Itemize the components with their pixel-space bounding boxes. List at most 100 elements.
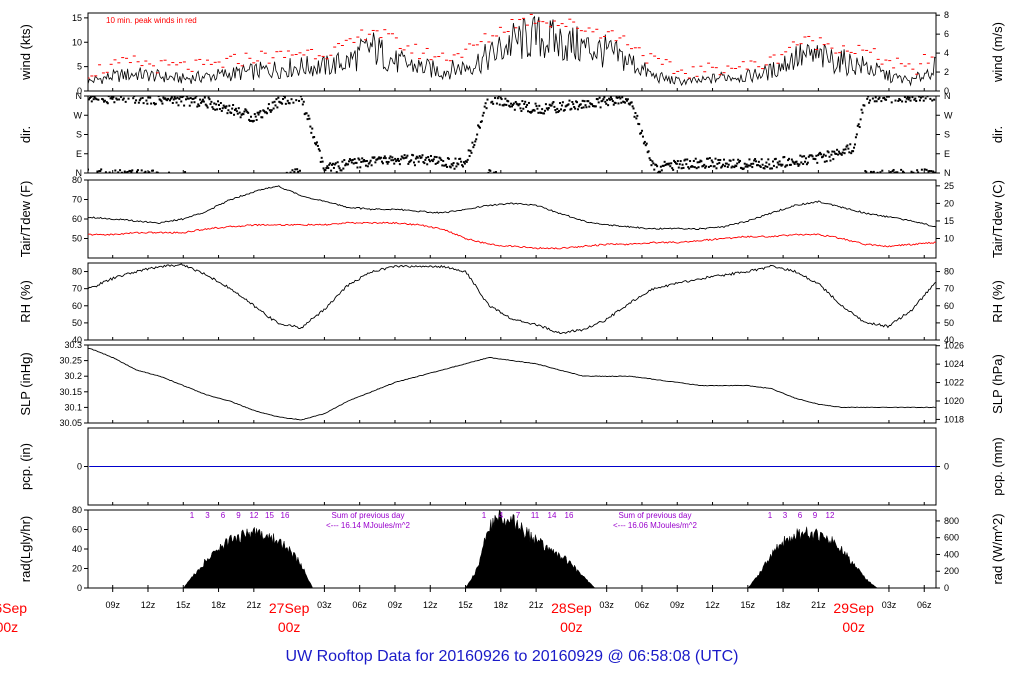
direction-point bbox=[585, 106, 588, 109]
direction-point bbox=[349, 159, 352, 162]
direction-point bbox=[655, 163, 658, 166]
tick-label-left: 80 bbox=[72, 505, 82, 515]
direction-point bbox=[804, 160, 807, 163]
tick-label-left: 30.3 bbox=[64, 340, 82, 350]
direction-point bbox=[788, 157, 791, 160]
direction-point bbox=[449, 166, 452, 169]
direction-point bbox=[644, 144, 647, 147]
direction-point bbox=[710, 159, 713, 162]
direction-point bbox=[383, 155, 386, 158]
direction-point bbox=[184, 98, 187, 101]
direction-point bbox=[213, 102, 216, 105]
direction-point bbox=[576, 101, 579, 104]
direction-point bbox=[694, 157, 697, 160]
direction-point bbox=[416, 156, 419, 159]
direction-point bbox=[606, 99, 609, 102]
direction-point bbox=[803, 155, 806, 158]
direction-point bbox=[173, 96, 176, 99]
direction-point bbox=[909, 99, 912, 102]
direction-point bbox=[775, 166, 778, 169]
direction-point bbox=[318, 149, 321, 152]
y-axis-label-left: Tair/Tdew (F) bbox=[18, 181, 33, 258]
direction-point bbox=[326, 165, 329, 168]
direction-point bbox=[486, 98, 489, 101]
direction-point bbox=[228, 104, 231, 107]
time-tick-label: 21z bbox=[811, 600, 826, 610]
tick-label-left: 60 bbox=[72, 301, 82, 311]
direction-point bbox=[286, 99, 289, 102]
direction-point bbox=[277, 96, 280, 99]
time-tick-label: 15z bbox=[458, 600, 473, 610]
direction-point bbox=[601, 99, 604, 102]
direction-point bbox=[556, 107, 559, 110]
radiation-hour-label: 9 bbox=[236, 511, 241, 520]
direction-point bbox=[208, 98, 211, 101]
direction-point bbox=[727, 163, 730, 166]
direction-point bbox=[781, 163, 784, 166]
direction-point bbox=[476, 133, 479, 136]
direction-point bbox=[541, 108, 544, 111]
direction-point bbox=[625, 99, 628, 102]
direction-point bbox=[475, 138, 478, 141]
direction-point bbox=[442, 160, 445, 163]
direction-point bbox=[400, 155, 403, 158]
direction-point bbox=[759, 165, 762, 168]
direction-point bbox=[858, 126, 861, 129]
direction-point bbox=[757, 160, 760, 163]
direction-point bbox=[685, 163, 688, 166]
direction-point bbox=[97, 98, 100, 101]
direction-point bbox=[436, 161, 439, 164]
direction-point bbox=[149, 96, 152, 99]
direction-point bbox=[337, 165, 340, 168]
direction-point bbox=[328, 163, 331, 166]
direction-point bbox=[477, 124, 480, 127]
direction-point bbox=[686, 158, 689, 161]
tick-label-right: 60 bbox=[944, 301, 954, 311]
direction-point bbox=[452, 162, 455, 165]
direction-point bbox=[926, 96, 929, 98]
direction-point bbox=[282, 98, 285, 101]
direction-point bbox=[369, 159, 372, 162]
direction-point bbox=[768, 163, 771, 166]
day-summary-value: <--- 16.14 MJoules/m^2 bbox=[326, 521, 411, 530]
direction-point bbox=[494, 96, 497, 99]
direction-point bbox=[197, 103, 200, 106]
direction-point bbox=[731, 165, 734, 168]
direction-point bbox=[819, 151, 822, 154]
direction-point bbox=[433, 155, 436, 158]
tick-label-left: S bbox=[76, 130, 82, 140]
direction-point bbox=[514, 100, 517, 103]
direction-point bbox=[366, 165, 369, 168]
direction-point bbox=[923, 168, 926, 171]
direction-point bbox=[144, 170, 147, 173]
direction-point bbox=[598, 96, 601, 99]
direction-point bbox=[381, 162, 384, 165]
direction-point bbox=[902, 171, 905, 173]
direction-point bbox=[154, 102, 157, 105]
direction-point bbox=[230, 112, 233, 115]
direction-point bbox=[188, 104, 191, 107]
direction-point bbox=[820, 153, 823, 156]
direction-point bbox=[845, 145, 848, 148]
direction-point bbox=[805, 163, 808, 166]
direction-point bbox=[535, 105, 538, 108]
direction-point bbox=[864, 169, 867, 172]
direction-point bbox=[900, 168, 903, 171]
direction-point bbox=[663, 160, 666, 163]
direction-point bbox=[184, 171, 187, 173]
direction-point bbox=[671, 167, 674, 170]
direction-point bbox=[298, 99, 301, 102]
direction-point bbox=[716, 162, 719, 165]
direction-point bbox=[866, 97, 869, 100]
direction-point bbox=[116, 98, 119, 101]
tick-label-right: 2 bbox=[944, 67, 949, 77]
direction-point bbox=[171, 101, 174, 104]
direction-point bbox=[749, 164, 752, 167]
direction-point bbox=[553, 105, 556, 108]
direction-point bbox=[918, 96, 921, 98]
direction-point bbox=[747, 164, 750, 167]
tick-label-right: 0 bbox=[944, 583, 949, 593]
direction-point bbox=[843, 152, 846, 155]
tick-label-left: 50 bbox=[72, 318, 82, 328]
direction-point bbox=[248, 118, 251, 121]
